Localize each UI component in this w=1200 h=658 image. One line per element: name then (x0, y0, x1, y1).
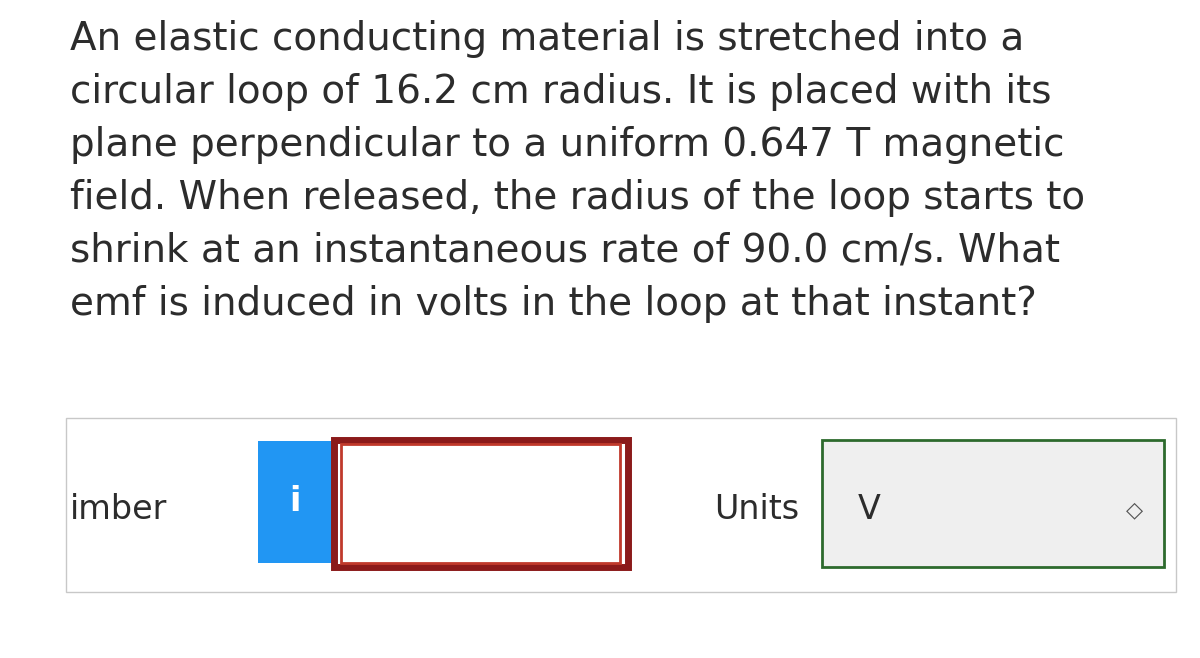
FancyBboxPatch shape (66, 418, 1176, 592)
Text: V: V (858, 494, 881, 526)
Text: ◇: ◇ (1126, 500, 1142, 520)
Text: i: i (289, 485, 301, 519)
Text: Units: Units (714, 494, 799, 526)
Text: An elastic conducting material is stretched into a
circular loop of 16.2 cm radi: An elastic conducting material is stretc… (70, 20, 1085, 322)
FancyBboxPatch shape (341, 444, 620, 563)
FancyBboxPatch shape (822, 440, 1164, 567)
FancyBboxPatch shape (258, 441, 332, 563)
FancyBboxPatch shape (334, 440, 628, 567)
Text: imber: imber (70, 494, 167, 526)
